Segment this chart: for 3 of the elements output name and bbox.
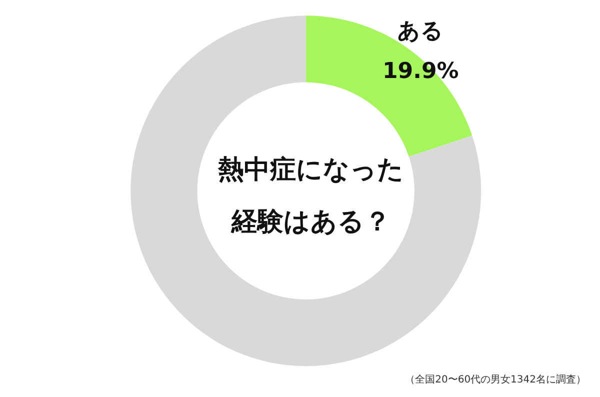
slice-label: ある — [398, 18, 444, 44]
text: 熱中症になった経験はある？ — [216, 154, 404, 237]
text: （全国20〜60代の男女1342名に調査） — [405, 374, 586, 386]
